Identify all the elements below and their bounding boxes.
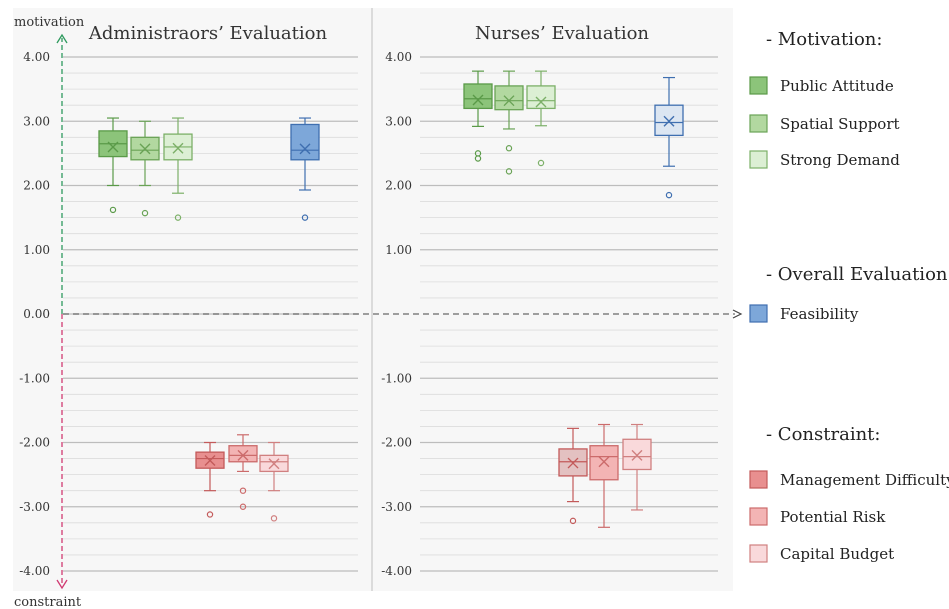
- legend-swatch-feasibility: [749, 304, 768, 323]
- box-admin-strong-demand: [163, 117, 193, 221]
- mean-marker: [139, 143, 151, 155]
- box-admin-capital-budget: [259, 441, 289, 522]
- y-tick-label-left: 3.00: [23, 114, 50, 128]
- legend-label-spatial-support: Spatial Support: [780, 115, 900, 133]
- mean-marker: [107, 141, 119, 153]
- box-iqr: [290, 123, 320, 161]
- y-tick-label-right: -2.00: [381, 436, 412, 450]
- box-iqr: [463, 83, 493, 110]
- legend-label-capital-budget: Capital Budget: [780, 545, 894, 563]
- motivation-arrowhead: [56, 33, 68, 44]
- y-tick-label-right: 1.00: [385, 243, 412, 257]
- y-tick-label-right: -4.00: [381, 564, 412, 578]
- outlier-point: [665, 191, 673, 199]
- outlier-point: [301, 214, 309, 221]
- mean-marker: [472, 94, 484, 106]
- legend-swatch-potential-risk: [749, 507, 768, 526]
- y-tick-label-left: 4.00: [23, 50, 50, 64]
- zero-arrowhead: [732, 309, 743, 319]
- box-admin-management-difficulty: [195, 441, 225, 518]
- y-tick-label-right: 2.00: [385, 179, 412, 193]
- legend-label-strong-demand: Strong Demand: [780, 151, 900, 169]
- box-iqr: [526, 85, 556, 110]
- legend-swatch-public-attitude: [749, 76, 768, 95]
- outlier-point: [239, 487, 247, 494]
- mean-marker: [598, 456, 610, 468]
- mean-marker: [631, 449, 643, 461]
- mean-marker: [172, 142, 184, 154]
- box-nurses-potential-risk: [589, 423, 619, 528]
- box-iqr: [494, 85, 524, 111]
- mean-marker: [237, 449, 249, 461]
- box-admin-feasibility: [290, 117, 320, 221]
- y-tick-label-left: -3.00: [19, 500, 50, 514]
- y-tick-label-left: 1.00: [23, 243, 50, 257]
- y-tick-label-left: -1.00: [19, 371, 50, 385]
- mean-marker: [567, 457, 579, 469]
- mean-marker: [535, 96, 547, 108]
- legend-heading: - Constraint:: [766, 424, 880, 445]
- outlier-point: [174, 214, 182, 221]
- y-tick-label-left: -4.00: [19, 564, 50, 578]
- panel-title-nurses: Nurses’ Evaluation: [475, 23, 649, 44]
- legend-swatch-capital-budget: [749, 544, 768, 563]
- legend-label-management-difficulty: Management Difficulty: [780, 471, 949, 489]
- box-nurses-strong-demand: [526, 70, 556, 167]
- outlier-point: [239, 503, 247, 510]
- legend-heading: - Motivation:: [766, 29, 882, 50]
- legend-swatch-spatial-support: [749, 114, 768, 133]
- mean-marker: [204, 454, 216, 466]
- y-tick-label-right: -1.00: [381, 371, 412, 385]
- legend-label-feasibility: Feasibility: [780, 305, 859, 323]
- mean-marker: [663, 115, 675, 127]
- box-nurses-public-attitude: [463, 70, 493, 162]
- mean-marker: [503, 95, 515, 107]
- box-nurses-capital-budget: [622, 423, 652, 511]
- legend-label-public-attitude: Public Attitude: [780, 77, 894, 95]
- legend-swatch-strong-demand: [749, 150, 768, 169]
- outlier-point: [505, 145, 513, 152]
- box-nurses-feasibility: [654, 76, 684, 199]
- legend-swatch-management-difficulty: [749, 470, 768, 489]
- outlier-point: [537, 159, 545, 167]
- box-nurses-spatial-support: [494, 70, 524, 175]
- mean-marker: [299, 143, 311, 155]
- outlier-point: [270, 515, 278, 522]
- mean-marker: [268, 458, 280, 470]
- constraint-label: constraint: [14, 595, 82, 609]
- motivation-label: motivation: [14, 15, 85, 30]
- outlier-point: [474, 155, 482, 162]
- y-tick-label-right: 4.00: [385, 50, 412, 64]
- outlier-point: [505, 168, 513, 175]
- y-tick-label-left: -2.00: [19, 436, 50, 450]
- legend-heading: - Overall Evaluation:: [766, 264, 949, 285]
- outlier-point: [109, 206, 117, 214]
- outlier-point: [206, 511, 214, 518]
- y-tick-label-left: 2.00: [23, 179, 50, 193]
- constraint-arrowhead: [56, 579, 68, 590]
- box-iqr: [228, 445, 258, 463]
- box-admin-public-attitude: [98, 117, 128, 214]
- outlier-point: [569, 517, 577, 525]
- y-tick-label-right: 3.00: [385, 114, 412, 128]
- panel-admin-bg: [13, 8, 371, 591]
- outlier-point: [141, 209, 149, 217]
- box-nurses-management-difficulty: [558, 427, 588, 525]
- box-admin-potential-risk: [228, 434, 258, 510]
- panel-title-admin: Administraors’ Evaluation: [88, 23, 328, 44]
- legend-label-potential-risk: Potential Risk: [780, 508, 886, 526]
- y-tick-label-left: 0.00: [23, 307, 50, 321]
- y-tick-label-right: -3.00: [381, 500, 412, 514]
- box-admin-spatial-support: [130, 120, 160, 217]
